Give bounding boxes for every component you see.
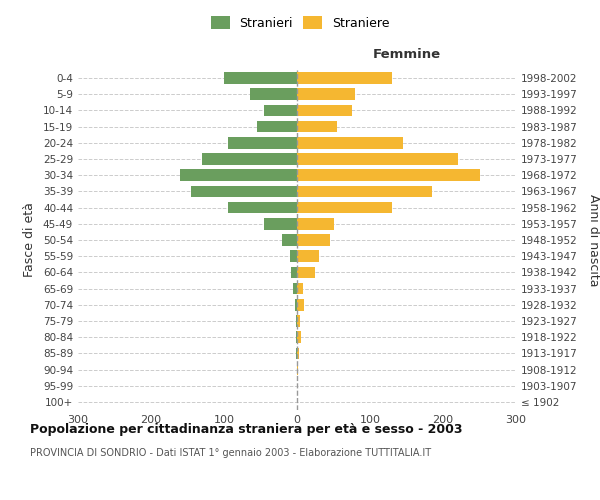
Bar (297, 104, 352, 117)
Bar (290, 250, 297, 262)
Bar (297, 153, 458, 165)
Bar (297, 315, 300, 327)
Bar (297, 72, 392, 84)
Bar (297, 332, 301, 343)
Bar (227, 202, 297, 213)
Bar (297, 282, 303, 294)
Bar (293, 282, 297, 294)
Bar (297, 121, 337, 132)
Bar (296, 315, 297, 327)
Y-axis label: Anni di nascita: Anni di nascita (587, 194, 600, 286)
Bar (227, 137, 297, 148)
Bar (257, 121, 297, 132)
Bar (297, 266, 315, 278)
Bar (297, 170, 479, 181)
Bar (295, 299, 297, 310)
Bar (297, 88, 355, 100)
Bar (297, 234, 330, 246)
Bar (202, 153, 297, 165)
Bar (296, 332, 297, 343)
Text: Popolazione per cittadinanza straniera per età e sesso - 2003: Popolazione per cittadinanza straniera p… (30, 422, 463, 436)
Bar (180, 170, 297, 181)
Bar (296, 348, 297, 359)
Bar (291, 266, 297, 278)
Text: PROVINCIA DI SONDRIO - Dati ISTAT 1° gennaio 2003 - Elaborazione TUTTITALIA.IT: PROVINCIA DI SONDRIO - Dati ISTAT 1° gen… (30, 448, 431, 458)
Legend: Stranieri, Straniere: Stranieri, Straniere (206, 11, 394, 35)
Bar (191, 186, 297, 198)
Bar (224, 72, 297, 84)
Bar (297, 250, 319, 262)
Bar (297, 299, 304, 310)
Bar (283, 234, 297, 246)
Bar (297, 348, 299, 359)
Bar (297, 364, 298, 376)
Bar (297, 218, 334, 230)
Bar (264, 218, 297, 230)
Text: Femmine: Femmine (373, 48, 440, 62)
Y-axis label: Fasce di età: Fasce di età (23, 202, 36, 278)
Bar (297, 202, 392, 213)
Bar (297, 186, 432, 198)
Bar (264, 104, 297, 117)
Bar (250, 88, 297, 100)
Bar (297, 137, 403, 148)
